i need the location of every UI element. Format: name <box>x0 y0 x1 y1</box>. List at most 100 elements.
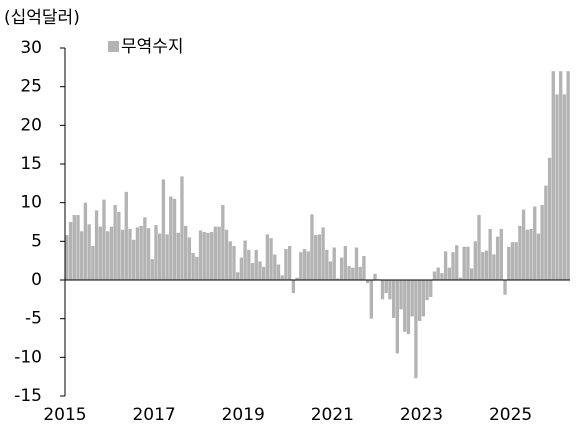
bar <box>399 280 403 310</box>
bar <box>65 235 69 280</box>
bar <box>436 267 440 280</box>
bar <box>503 280 507 295</box>
bar <box>210 232 214 280</box>
bar <box>473 241 477 280</box>
x-tick-label: 2025 <box>489 405 532 425</box>
bar <box>299 252 303 280</box>
bar <box>336 278 340 280</box>
bar <box>132 239 136 280</box>
bar <box>380 280 385 300</box>
bar <box>235 272 240 280</box>
bar <box>135 227 140 280</box>
bar <box>388 280 392 300</box>
bar <box>302 249 307 280</box>
bar <box>551 71 555 280</box>
y-tick-label: -10 <box>14 347 42 367</box>
bar <box>540 204 544 280</box>
bar <box>462 246 466 280</box>
bar <box>518 225 522 280</box>
bar <box>488 228 492 280</box>
bar <box>217 226 221 280</box>
bar <box>161 179 166 280</box>
bar <box>280 275 284 280</box>
bar <box>269 238 273 280</box>
legend-swatch <box>108 41 119 52</box>
bar <box>317 234 322 280</box>
bar <box>347 266 351 280</box>
bar <box>358 266 362 280</box>
bar <box>499 228 503 280</box>
bar <box>339 257 344 280</box>
bar <box>325 249 329 280</box>
bar <box>432 271 437 280</box>
bar <box>265 234 270 280</box>
bar <box>328 261 333 280</box>
bar <box>458 277 463 280</box>
y-tick-label: 5 <box>31 231 42 251</box>
bar <box>481 252 485 280</box>
bar <box>169 196 173 280</box>
bar <box>72 215 76 280</box>
bar <box>287 245 292 280</box>
bar <box>98 226 102 280</box>
bar <box>492 254 496 280</box>
bar <box>158 233 162 280</box>
bar <box>68 222 73 280</box>
bar <box>391 280 396 318</box>
y-tick-label: 25 <box>20 77 42 97</box>
bar <box>351 267 355 280</box>
bar <box>224 229 229 280</box>
y-tick-label: -5 <box>25 309 42 329</box>
y-tick-label: 15 <box>20 154 42 174</box>
y-tick-label: 10 <box>20 193 42 213</box>
bar <box>254 249 258 280</box>
bar <box>239 257 244 280</box>
bar <box>184 225 188 280</box>
bar <box>172 198 177 280</box>
bar <box>455 245 459 280</box>
bar <box>369 280 374 319</box>
y-axis-label: (십억달러) <box>4 8 80 28</box>
x-tick-label: 2017 <box>132 405 175 425</box>
bar <box>232 245 236 280</box>
bar <box>124 191 128 280</box>
bar <box>466 246 470 280</box>
bar <box>403 280 407 332</box>
bar <box>536 233 541 280</box>
bar <box>221 204 225 280</box>
bar <box>306 251 310 280</box>
bar <box>191 252 195 280</box>
x-tick-label: 2021 <box>311 405 354 425</box>
legend-label: 무역수지 <box>121 37 184 57</box>
bar <box>146 228 151 280</box>
bar <box>484 250 489 280</box>
bar <box>562 94 567 281</box>
bar <box>559 71 563 280</box>
bar <box>429 280 433 298</box>
bar <box>187 237 192 280</box>
bar <box>362 256 366 280</box>
bar <box>365 280 370 284</box>
bar <box>477 215 481 280</box>
y-tick-label: -15 <box>14 386 42 406</box>
bar <box>180 176 184 280</box>
bar <box>313 235 318 280</box>
bar <box>261 266 266 280</box>
bar <box>425 280 429 301</box>
y-tick-label: 30 <box>20 38 42 58</box>
bar <box>91 245 95 280</box>
bar <box>510 242 515 280</box>
bar <box>284 249 288 280</box>
bar <box>447 267 451 280</box>
bar <box>451 252 455 280</box>
bar <box>76 215 80 280</box>
bar <box>440 273 444 280</box>
bar <box>421 280 425 317</box>
y-tick-label: 0 <box>31 270 42 290</box>
bar <box>332 247 336 280</box>
bar <box>117 211 121 280</box>
bar <box>410 280 414 317</box>
bar <box>273 254 277 280</box>
bar <box>544 185 548 280</box>
